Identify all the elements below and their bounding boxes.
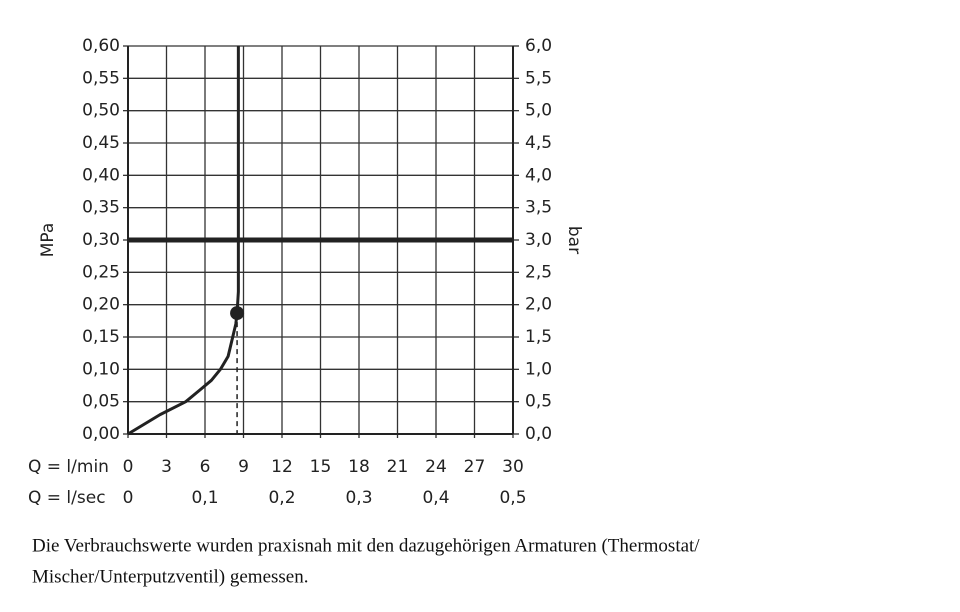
y2-tick-label: 0,5 (525, 392, 552, 412)
caption-line: Die Verbrauchswerte wurden praxisnah mit… (32, 535, 700, 556)
y2-tick-label: 1,5 (525, 327, 552, 347)
y2-tick-label: 3,0 (525, 230, 552, 250)
y-tick-label: 0,00 (82, 424, 120, 444)
y-tick-label: 0,15 (82, 327, 120, 347)
y-axis-label: MPa (38, 223, 58, 258)
y-tick-label: 0,05 (82, 392, 120, 412)
y-tick-label: 0,55 (82, 68, 120, 88)
x-tick-label: 24 (425, 457, 447, 477)
x-tick-label: 12 (271, 457, 293, 477)
y-tick-label: 0,20 (82, 295, 120, 315)
y2-axis-label: bar (564, 226, 584, 254)
y-tick-label: 0,45 (82, 133, 120, 153)
x2-tick-label: 0,3 (345, 488, 372, 508)
x2-tick-label: 0 (123, 488, 134, 508)
caption-line: Mischer/Unterputzventil) gemessen. (32, 566, 308, 587)
x-tick-label: 15 (310, 457, 332, 477)
y2-tick-label: 4,5 (525, 133, 552, 153)
x2-tick-label: 0,4 (422, 488, 449, 508)
y2-tick-label: 1,0 (525, 359, 552, 379)
x-tick-label: 30 (502, 457, 524, 477)
x-tick-label: 6 (200, 457, 211, 477)
y2-tick-label: 0,0 (525, 424, 552, 444)
y2-tick-label: 2,0 (525, 295, 552, 315)
x-tick-label: 9 (238, 457, 249, 477)
y-tick-label: 0,50 (82, 101, 120, 121)
x-axis-label: Q = l/min (28, 457, 109, 477)
y-tick-label: 0,10 (82, 359, 120, 379)
x2-tick-label: 0,1 (191, 488, 218, 508)
x2-tick-label: 0,5 (499, 488, 526, 508)
x-tick-label: 27 (464, 457, 486, 477)
marker-point (230, 306, 245, 321)
y-tick-label: 0,60 (82, 36, 120, 56)
y-tick-label: 0,30 (82, 230, 120, 250)
x-tick-label: 18 (348, 457, 370, 477)
x-tick-label: 0 (123, 457, 134, 477)
y-tick-label: 0,25 (82, 262, 120, 282)
x-tick-label: 21 (387, 457, 409, 477)
y2-tick-label: 2,5 (525, 262, 552, 282)
x-tick-label: 3 (161, 457, 172, 477)
y-tick-label: 0,35 (82, 198, 120, 218)
y2-tick-label: 4,0 (525, 165, 552, 185)
y2-tick-label: 5,0 (525, 101, 552, 121)
y2-tick-label: 6,0 (525, 36, 552, 56)
y-tick-label: 0,40 (82, 165, 120, 185)
y2-tick-label: 5,5 (525, 68, 552, 88)
x2-axis-label: Q = l/sec (28, 488, 106, 508)
x2-tick-label: 0,2 (268, 488, 295, 508)
y2-tick-label: 3,5 (525, 198, 552, 218)
